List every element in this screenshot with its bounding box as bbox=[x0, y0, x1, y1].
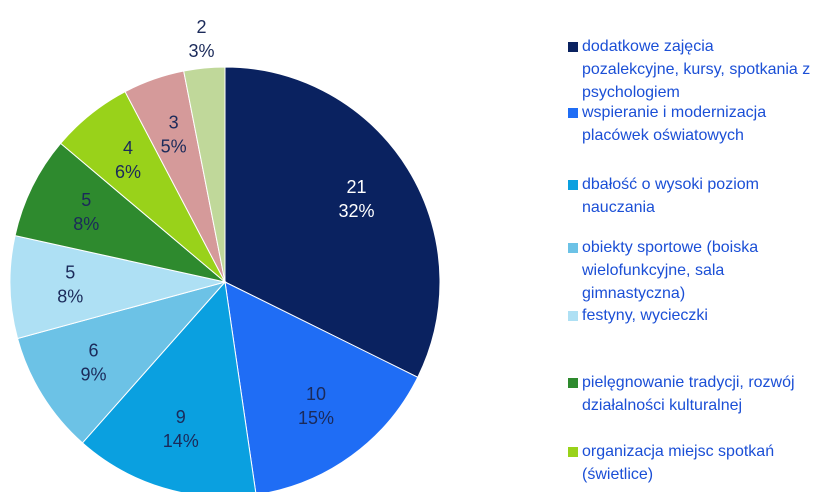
data-label: 5 bbox=[81, 190, 91, 210]
data-label: 9 bbox=[176, 407, 186, 427]
legend-swatch bbox=[568, 108, 578, 118]
legend-label: dbałość o wysoki poziom nauczania bbox=[582, 176, 759, 216]
pie-slice bbox=[224, 66, 441, 378]
legend-label: dodatkowe zajęcia pozalekcyjne, kursy, s… bbox=[582, 38, 811, 101]
percent-label: 5% bbox=[161, 137, 187, 157]
legend-label: organizacja miejsc spotkań (świetlice) bbox=[582, 443, 775, 483]
pie-slice bbox=[14, 142, 226, 283]
legend-swatch bbox=[568, 378, 578, 388]
pie-slice bbox=[16, 281, 227, 444]
legend-label: wspieranie i modernizacja placówek oświa… bbox=[582, 104, 767, 144]
legend-label: festyny, wycieczki bbox=[582, 307, 708, 324]
data-label: 10 bbox=[306, 384, 326, 404]
pie-slice bbox=[9, 235, 226, 340]
legend-swatch bbox=[568, 42, 578, 52]
data-label: 3 bbox=[169, 113, 179, 133]
percent-label: 14% bbox=[163, 431, 199, 451]
legend-swatch bbox=[568, 447, 578, 457]
percent-label: 9% bbox=[80, 364, 106, 384]
pie-slice bbox=[224, 281, 419, 492]
data-label: 6 bbox=[88, 340, 98, 360]
percent-label: 8% bbox=[73, 214, 99, 234]
pie-slice bbox=[183, 66, 226, 283]
legend-swatch bbox=[568, 180, 578, 190]
percent-label: 3% bbox=[189, 41, 215, 61]
data-label: 21 bbox=[346, 177, 366, 197]
data-label: 5 bbox=[65, 262, 75, 282]
data-label: 4 bbox=[123, 138, 133, 158]
legend-label: obiekty sportowe (boiska wielofunkcyjne,… bbox=[582, 239, 759, 302]
legend-swatch bbox=[568, 311, 578, 321]
pie-slice bbox=[81, 280, 257, 492]
percent-label: 6% bbox=[115, 162, 141, 182]
data-label: 2 bbox=[197, 17, 207, 37]
percent-label: 8% bbox=[57, 286, 83, 306]
legend-label: pielęgnowanie tradycji, rozwój działalno… bbox=[582, 374, 795, 414]
percent-label: 32% bbox=[338, 201, 374, 221]
legend-swatch bbox=[568, 243, 578, 253]
percent-label: 15% bbox=[298, 408, 334, 428]
